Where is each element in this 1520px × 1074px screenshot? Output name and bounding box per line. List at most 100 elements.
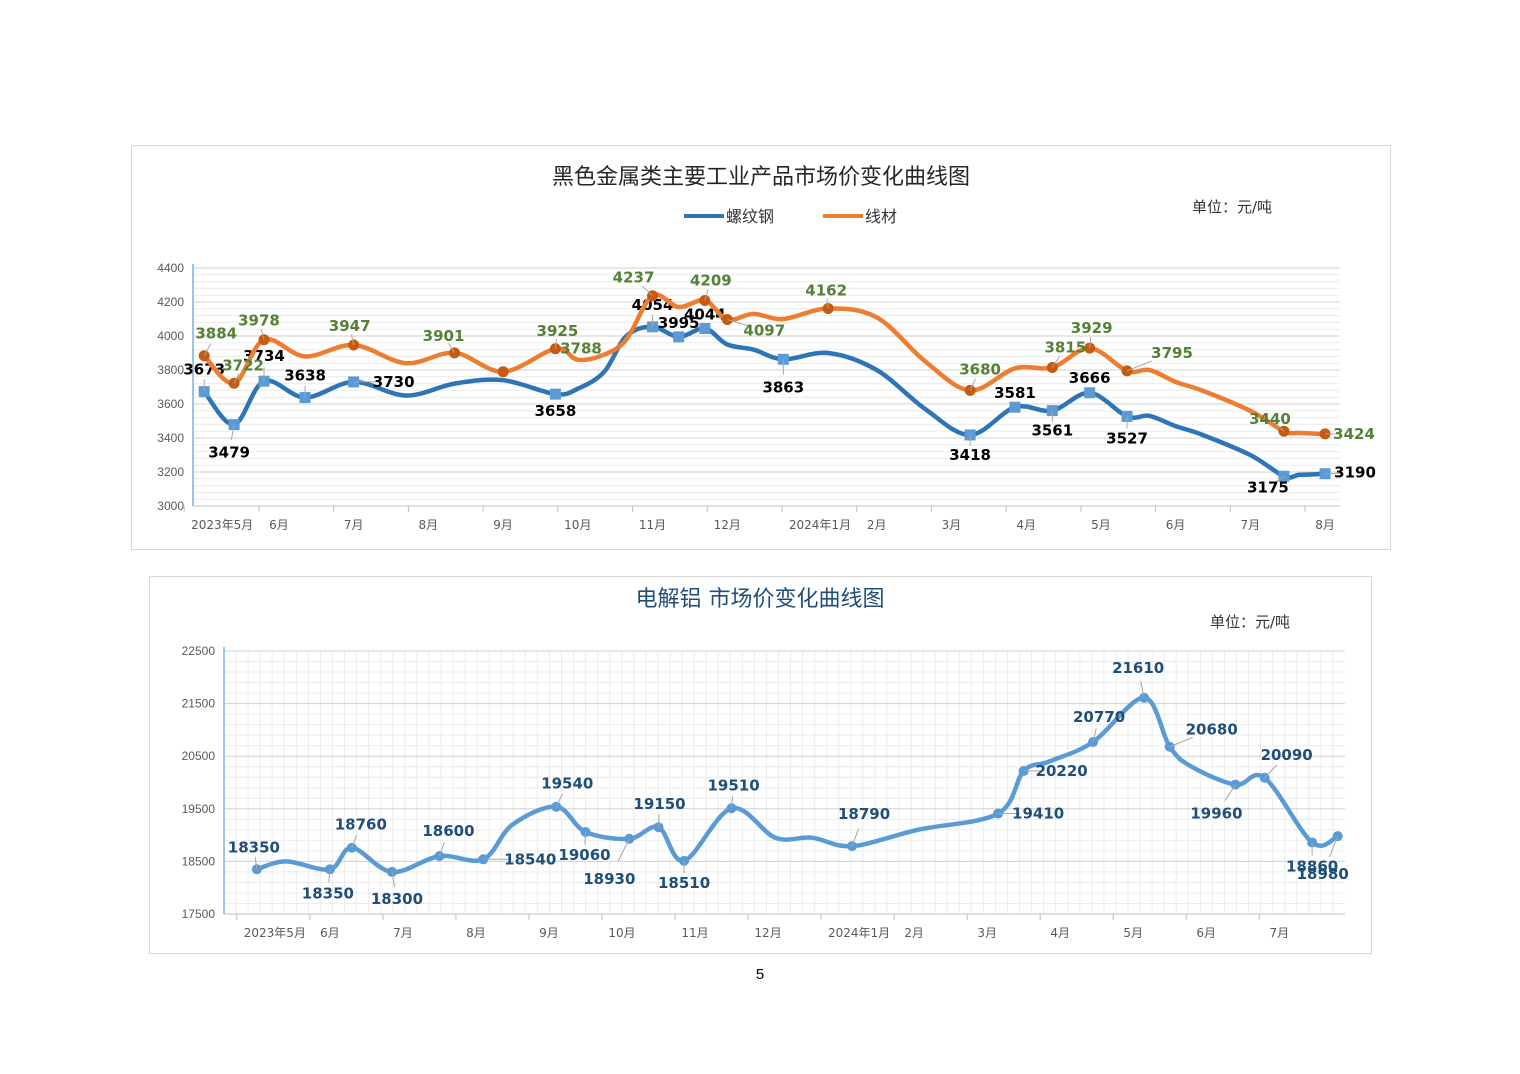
- page-number: 5: [755, 966, 765, 983]
- data-label: 18540: [504, 850, 556, 868]
- label-leader: [203, 343, 212, 356]
- x-tick-label: 6月: [269, 518, 289, 532]
- data-label: 3722: [222, 356, 264, 374]
- data-point: [1139, 692, 1150, 703]
- y-tick-label: 19500: [182, 802, 216, 816]
- data-label: 18600: [422, 822, 474, 840]
- grid: [224, 650, 1345, 915]
- data-label: 19060: [558, 846, 610, 864]
- data-point: [497, 366, 509, 378]
- label-leader: [254, 857, 258, 870]
- label-leader: [555, 793, 563, 807]
- x-tick-label: 11月: [639, 518, 666, 532]
- label-leader: [351, 834, 358, 848]
- data-label: 3673: [183, 361, 225, 379]
- label-leader: [1169, 736, 1194, 748]
- data-point: [251, 864, 262, 875]
- y-tick-label: 4400: [157, 261, 184, 275]
- x-tick-label: 8月: [419, 518, 439, 532]
- x-tick-label: 10月: [608, 926, 635, 940]
- y-tick-label: 4200: [157, 295, 184, 309]
- chart-title: 黑色金属类主要工业产品市场价变化曲线图: [552, 165, 970, 190]
- label-leader: [448, 343, 455, 354]
- data-label: 18510: [658, 874, 710, 892]
- y-tick-label: 20500: [182, 749, 216, 763]
- x-tick-label: 7月: [344, 518, 364, 532]
- data-point: [653, 822, 664, 833]
- x-tick-label: 7月: [393, 926, 413, 940]
- label-leader: [233, 373, 240, 384]
- data-label: 18300: [371, 890, 423, 908]
- label-leader: [328, 869, 331, 883]
- label-leader: [727, 319, 748, 327]
- x-tick-label: 5月: [1123, 926, 1143, 940]
- data-label: 3561: [1031, 422, 1073, 440]
- data-point: [449, 347, 461, 359]
- data-label: 3440: [1249, 410, 1291, 428]
- data-label: 20680: [1186, 721, 1238, 739]
- y-tick-label: 3600: [157, 397, 184, 411]
- series-line: [254, 695, 1340, 875]
- data-label: 18350: [228, 838, 280, 856]
- data-point: [673, 331, 685, 343]
- x-tick-label: 12月: [714, 518, 741, 532]
- label-leader: [969, 378, 977, 391]
- data-label: 18790: [838, 805, 890, 823]
- label-leader: [260, 329, 265, 340]
- x-tick-label: 9月: [539, 926, 559, 940]
- x-tick-label: 7月: [1241, 518, 1261, 532]
- y-tick-label: 21500: [182, 697, 216, 711]
- data-label: 3815: [1044, 338, 1086, 356]
- label-leader: [1264, 764, 1278, 779]
- data-label: 19540: [541, 775, 593, 793]
- label-leader: [1274, 475, 1285, 483]
- data-label: 18860: [1286, 857, 1338, 875]
- x-tick-label: 3月: [977, 926, 997, 940]
- label-leader: [1275, 424, 1285, 432]
- data-label: 3947: [329, 317, 371, 335]
- legend-label: 线材: [865, 207, 897, 226]
- data-label: 19960: [1190, 805, 1242, 823]
- x-tick-label: 8月: [466, 926, 486, 940]
- label-leader: [584, 831, 586, 845]
- data-label: 3995: [658, 314, 700, 332]
- x-tick-label: 7月: [1269, 926, 1289, 940]
- data-label: 19410: [1012, 805, 1064, 823]
- data-label: 19150: [633, 795, 685, 813]
- x-tick-label: 8月: [1315, 518, 1335, 532]
- x-tick-label: 2023年5月: [244, 926, 306, 940]
- data-label: 20770: [1073, 708, 1125, 726]
- y-tick-label: 22500: [182, 644, 216, 658]
- data-label: 3666: [1069, 369, 1111, 387]
- label-leader: [658, 814, 660, 828]
- data-label: 3658: [535, 402, 577, 420]
- data-point: [1046, 361, 1058, 373]
- label-leader: [230, 424, 235, 441]
- data-label: 18980: [1297, 865, 1349, 883]
- data-label: 3680: [959, 360, 1001, 378]
- data-point: [1084, 342, 1096, 354]
- label-leader: [851, 828, 860, 847]
- y-tick-label: 17500: [182, 907, 216, 921]
- legend-label: 螺纹钢: [726, 207, 774, 226]
- data-point: [549, 388, 561, 400]
- label-leader: [391, 871, 396, 887]
- x-tick-label: 11月: [681, 926, 708, 940]
- x-tick-label: 2024年1月: [789, 518, 851, 532]
- x-tick-label: 10月: [564, 518, 591, 532]
- y-tick-label: 18500: [182, 854, 216, 868]
- x-tick-label: 5月: [1091, 518, 1111, 532]
- x-tick-label: 9月: [493, 518, 513, 532]
- x-tick-label: 2月: [867, 518, 887, 532]
- data-point: [580, 826, 591, 837]
- x-tick-label: 6月: [1196, 926, 1216, 940]
- x-tick-label: 4月: [1050, 926, 1070, 940]
- y-tick-label: 3200: [157, 465, 184, 479]
- data-label: 3190: [1334, 464, 1376, 482]
- data-label: 18350: [302, 884, 354, 902]
- label-leader: [1224, 784, 1236, 801]
- data-label: 3978: [238, 312, 280, 330]
- data-label: 4209: [690, 271, 732, 289]
- data-label: 20090: [1261, 746, 1313, 764]
